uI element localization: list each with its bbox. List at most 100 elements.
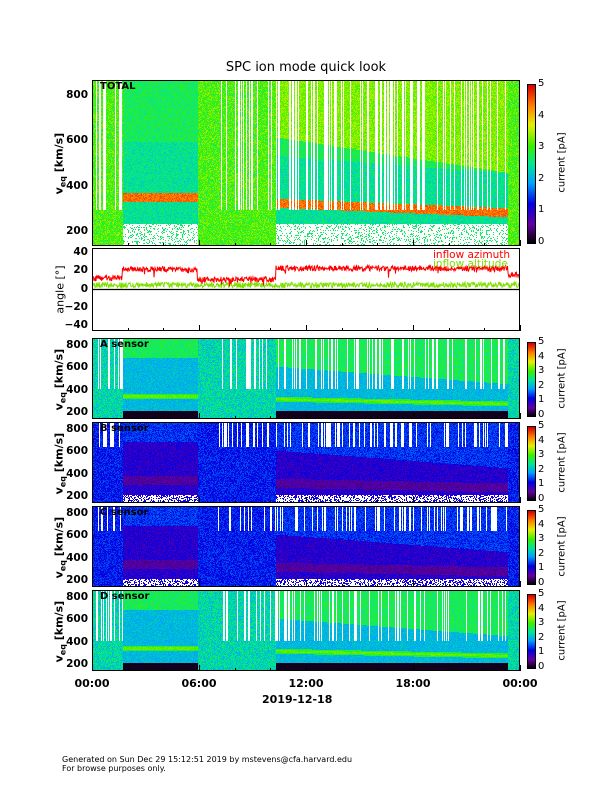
y-tick-total: 400	[66, 179, 88, 192]
x-tick-mark	[484, 584, 486, 587]
x-tick-mark	[163, 584, 165, 587]
x-tick-mark	[163, 328, 165, 331]
colorbar-tick: 3	[538, 141, 545, 153]
x-tick-mark	[448, 243, 450, 246]
y-tick-total: 600	[66, 134, 88, 147]
y-tick-total: 800	[66, 88, 88, 101]
y-tick-d-sensor: 400	[66, 635, 88, 648]
colorbar-a-sensor	[527, 342, 536, 417]
colorbar-tick: 0	[538, 236, 545, 247]
y-tick-b-sensor: 600	[66, 445, 88, 458]
legend-inflow-azimuth: inflow azimuth	[433, 249, 511, 261]
x-tick-mark	[306, 581, 307, 587]
colorbar-tick: 2	[538, 547, 545, 559]
x-tick-mark	[413, 665, 414, 671]
x-tick-mark	[270, 584, 272, 587]
colorbar-tick: 1	[538, 478, 545, 490]
panel-frame-total	[92, 80, 520, 246]
y-tick-angle: 20	[73, 264, 88, 277]
x-tick-mark	[484, 500, 486, 503]
x-tick-mark	[341, 243, 343, 246]
x-tick-mark	[341, 668, 343, 671]
spectrogram-a-sensor	[92, 338, 520, 419]
x-tick-mark	[92, 497, 93, 503]
panel-frame-d-sensor	[92, 590, 520, 671]
x-tick-mark	[127, 243, 129, 246]
y-tick-c-sensor: 400	[66, 551, 88, 564]
colorbar-tick: 1	[538, 394, 545, 406]
x-tick-mark	[92, 325, 93, 331]
colorbar-b-sensor	[527, 426, 536, 501]
x-tick-mark	[413, 497, 414, 503]
colorbar-label: current [pA]	[556, 132, 568, 193]
x-tick-mark	[341, 584, 343, 587]
x-tick-mark	[306, 497, 307, 503]
x-tick-label: 12:00	[288, 677, 324, 690]
x-tick-mark	[270, 500, 272, 503]
figure-title: SPC ion mode quick look	[225, 60, 387, 75]
x-tick-mark	[306, 325, 307, 331]
panel-frame-b-sensor	[92, 422, 520, 503]
series-inflow-azimuth	[92, 263, 520, 287]
y-tick-c-sensor: 800	[66, 506, 88, 519]
panel-label-a-sensor: A sensor	[100, 339, 149, 350]
colorbar-tick: 0	[538, 409, 545, 420]
y-tick-d-sensor: 600	[66, 613, 88, 626]
y-tick-angle: 0	[80, 282, 88, 295]
x-tick-mark	[377, 500, 379, 503]
colorbar-label: current [pA]	[556, 347, 568, 409]
colorbar-total	[527, 84, 536, 244]
x-tick-mark	[92, 665, 93, 671]
colorbar-tick: 4	[538, 109, 545, 121]
x-tick-mark	[127, 668, 129, 671]
x-tick-mark	[448, 328, 450, 331]
x-tick-mark	[484, 668, 486, 671]
x-tick-mark	[270, 243, 272, 246]
panel-frame-angle	[92, 248, 520, 331]
x-tick-mark	[377, 584, 379, 587]
x-tick-mark	[520, 413, 521, 419]
y-tick-d-sensor: 200	[66, 658, 88, 671]
x-tick-mark	[484, 416, 486, 419]
x-tick-mark	[199, 581, 200, 587]
colorbar-tick: 0	[538, 577, 545, 588]
x-tick-mark	[199, 665, 200, 671]
x-tick-mark	[92, 413, 93, 419]
x-tick-mark	[127, 584, 129, 587]
x-tick-mark	[448, 416, 450, 419]
x-axis-date-label: 2019-12-18	[262, 693, 333, 706]
footer-generated: Generated on Sun Dec 29 15:12:51 2019 by…	[62, 755, 353, 764]
x-tick-label: 06:00	[181, 677, 217, 690]
x-tick-mark	[199, 413, 200, 419]
x-tick-mark	[127, 328, 129, 331]
y-tick-b-sensor: 800	[66, 422, 88, 435]
x-tick-mark	[413, 413, 414, 419]
x-tick-mark	[520, 497, 521, 503]
x-tick-mark	[234, 668, 236, 671]
x-tick-mark	[377, 416, 379, 419]
x-tick-mark	[520, 665, 521, 671]
y-tick-a-sensor: 800	[66, 338, 88, 351]
panel-label-b-sensor: B sensor	[100, 423, 149, 434]
colorbar-tick: 1	[538, 646, 545, 658]
y-tick-a-sensor: 200	[66, 406, 88, 419]
x-tick-mark	[234, 500, 236, 503]
x-tick-mark	[520, 581, 521, 587]
colorbar-c-sensor	[527, 510, 536, 585]
colorbar-tick: 0	[538, 493, 545, 504]
colorbar-label: current [pA]	[556, 599, 568, 661]
x-tick-mark	[413, 325, 414, 331]
colorbar-label: current [pA]	[556, 515, 568, 577]
legend-inflow-altitude: inflow altitude	[433, 258, 508, 270]
panel-frame-c-sensor	[92, 506, 520, 587]
x-tick-mark	[270, 668, 272, 671]
y-tick-b-sensor: 400	[66, 467, 88, 480]
x-tick-mark	[377, 328, 379, 331]
panel-label-c-sensor: C sensor	[100, 507, 149, 518]
colorbar-tick: 5	[538, 336, 545, 347]
colorbar-tick: 4	[538, 518, 545, 530]
spectrogram-c-sensor	[92, 506, 520, 587]
colorbar-tick: 3	[538, 365, 545, 377]
x-tick-mark	[92, 581, 93, 587]
